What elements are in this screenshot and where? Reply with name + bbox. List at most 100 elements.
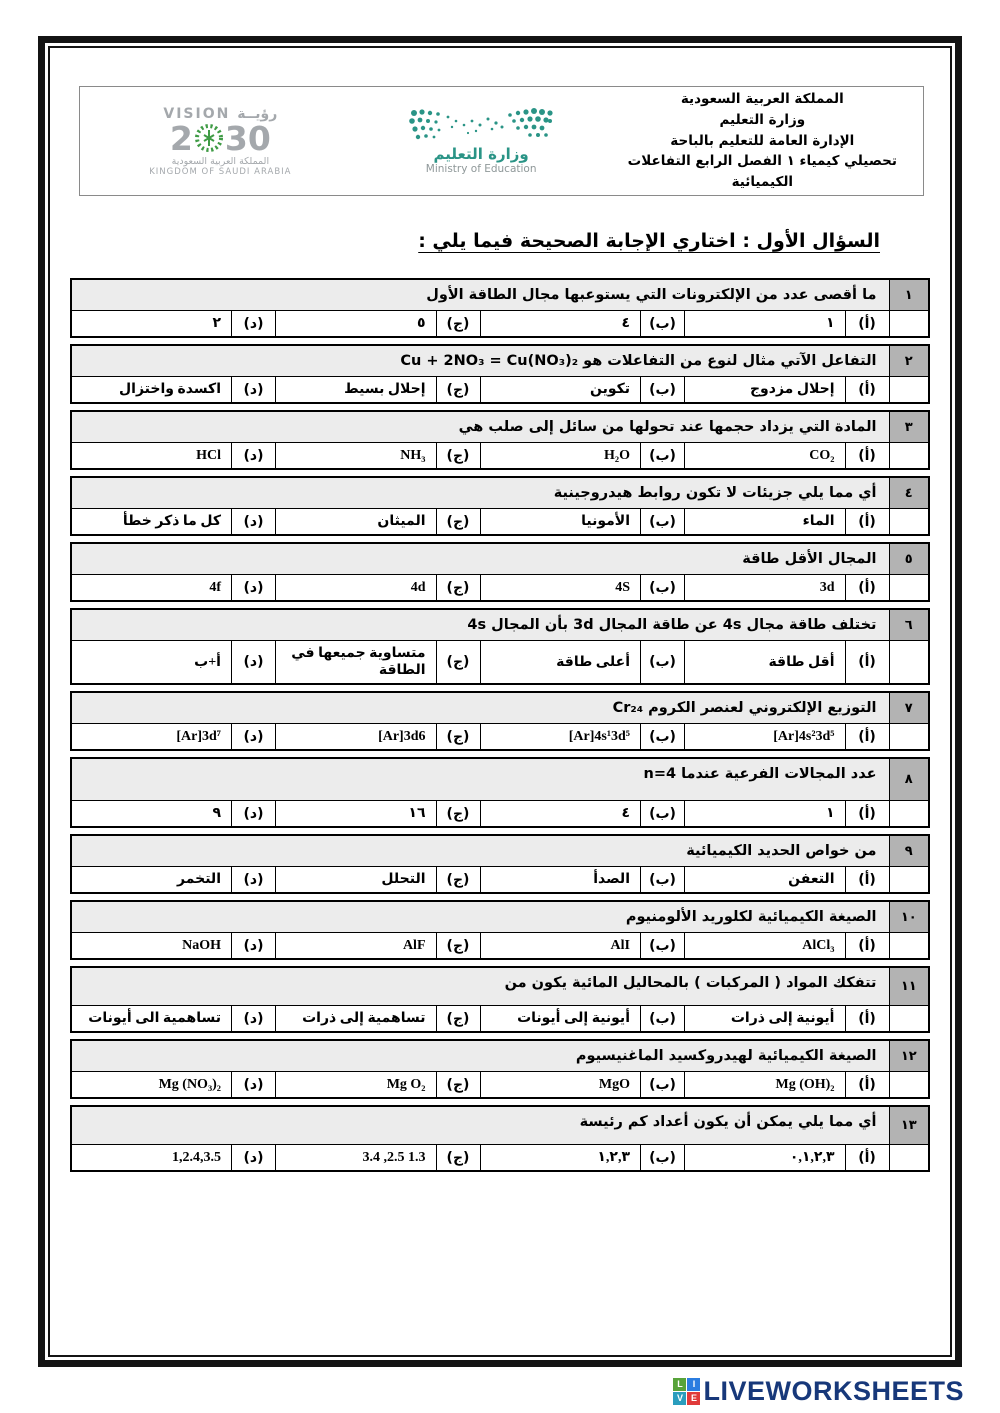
option-value-a[interactable]: إحلال مزدوج xyxy=(684,376,846,404)
option-value-d[interactable]: [Ar]3d⁷ xyxy=(70,723,232,751)
option-value-d[interactable]: ٢ xyxy=(70,310,232,338)
option-value-a[interactable]: CO₂ xyxy=(684,442,846,470)
option-letter-d[interactable]: (د) xyxy=(231,932,276,960)
option-letter-a[interactable]: (أ) xyxy=(844,1071,890,1099)
option-letter-b[interactable]: (ب) xyxy=(640,800,685,828)
option-value-a[interactable]: [Ar]4s²3d⁵ xyxy=(684,723,846,751)
option-letter-b[interactable]: (ب) xyxy=(640,866,685,894)
option-letter-c[interactable]: (ج) xyxy=(435,442,481,470)
option-letter-c[interactable]: (ج) xyxy=(435,640,481,685)
option-value-d[interactable]: HCl xyxy=(70,442,232,470)
option-value-b[interactable]: أعلى طاقة xyxy=(479,640,641,685)
option-letter-a[interactable]: (أ) xyxy=(844,800,890,828)
option-letter-a[interactable]: (أ) xyxy=(844,310,890,338)
option-value-c[interactable]: Mg O₂ xyxy=(275,1071,437,1099)
option-letter-b[interactable]: (ب) xyxy=(640,932,685,960)
option-value-b[interactable]: 4S xyxy=(479,574,641,602)
option-letter-a[interactable]: (أ) xyxy=(844,1144,890,1172)
option-value-d[interactable]: التخمر xyxy=(70,866,232,894)
option-value-a[interactable]: أقل طاقة xyxy=(684,640,846,685)
option-letter-d[interactable]: (د) xyxy=(231,866,276,894)
option-value-b[interactable]: تكوين xyxy=(479,376,641,404)
option-letter-c[interactable]: (ج) xyxy=(435,866,481,894)
option-letter-a[interactable]: (أ) xyxy=(844,932,890,960)
option-letter-b[interactable]: (ب) xyxy=(640,442,685,470)
option-letter-d[interactable]: (د) xyxy=(231,574,276,602)
option-letter-b[interactable]: (ب) xyxy=(640,1144,685,1172)
option-value-a[interactable]: التعفن xyxy=(684,866,846,894)
option-letter-a[interactable]: (أ) xyxy=(844,376,890,404)
option-value-d[interactable]: ٩ xyxy=(70,800,232,828)
option-letter-c[interactable]: (ج) xyxy=(435,932,481,960)
option-letter-d[interactable]: (د) xyxy=(231,640,276,685)
option-value-d[interactable]: تساهمية الى أيونات xyxy=(70,1005,232,1033)
option-letter-c[interactable]: (ج) xyxy=(435,310,481,338)
option-value-a[interactable]: أيونية إلى ذرات xyxy=(684,1005,846,1033)
option-letter-d[interactable]: (د) xyxy=(231,376,276,404)
option-letter-c[interactable]: (ج) xyxy=(435,508,481,536)
option-letter-c[interactable]: (ج) xyxy=(435,376,481,404)
option-value-c[interactable]: ١٦ xyxy=(275,800,437,828)
option-letter-a[interactable]: (أ) xyxy=(844,640,890,685)
option-letter-a[interactable]: (أ) xyxy=(844,442,890,470)
option-letter-d[interactable]: (د) xyxy=(231,723,276,751)
option-value-d[interactable]: 1,2.4,3.5 xyxy=(70,1144,232,1172)
option-value-d[interactable]: اكسدة واختزال xyxy=(70,376,232,404)
option-letter-d[interactable]: (د) xyxy=(231,508,276,536)
option-value-c[interactable]: AlF xyxy=(275,932,437,960)
option-letter-d[interactable]: (د) xyxy=(231,310,276,338)
option-value-b[interactable]: MgO xyxy=(479,1071,641,1099)
option-value-b[interactable]: [Ar]4s¹3d⁵ xyxy=(479,723,641,751)
option-value-d[interactable]: 4f xyxy=(70,574,232,602)
option-value-c[interactable]: إحلال بسيط xyxy=(275,376,437,404)
option-value-b[interactable]: الأمونيا xyxy=(479,508,641,536)
option-value-b[interactable]: أيونية إلى أيونات xyxy=(479,1005,641,1033)
option-value-c[interactable]: 4d xyxy=(275,574,437,602)
option-value-a[interactable]: AlCl₃ xyxy=(684,932,846,960)
option-value-b[interactable]: ٤ xyxy=(479,800,641,828)
option-letter-d[interactable]: (د) xyxy=(231,1144,276,1172)
option-letter-b[interactable]: (ب) xyxy=(640,574,685,602)
option-letter-b[interactable]: (ب) xyxy=(640,310,685,338)
option-letter-d[interactable]: (د) xyxy=(231,442,276,470)
option-value-c[interactable]: متساوية جميعها في الطاقة xyxy=(275,640,437,685)
option-value-d[interactable]: أ+ب xyxy=(70,640,232,685)
option-value-a[interactable]: Mg (OH)₂ xyxy=(684,1071,846,1099)
option-letter-c[interactable]: (ج) xyxy=(435,1144,481,1172)
option-letter-b[interactable]: (ب) xyxy=(640,723,685,751)
option-value-d[interactable]: NaOH xyxy=(70,932,232,960)
option-letter-c[interactable]: (ج) xyxy=(435,1005,481,1033)
option-letter-c[interactable]: (ج) xyxy=(435,723,481,751)
option-value-c[interactable]: [Ar]3d6 xyxy=(275,723,437,751)
option-letter-a[interactable]: (أ) xyxy=(844,723,890,751)
option-letter-d[interactable]: (د) xyxy=(231,1005,276,1033)
option-letter-a[interactable]: (أ) xyxy=(844,508,890,536)
option-letter-c[interactable]: (ج) xyxy=(435,574,481,602)
option-value-d[interactable]: Mg (NO₃)₂ xyxy=(70,1071,232,1099)
option-letter-b[interactable]: (ب) xyxy=(640,508,685,536)
option-letter-b[interactable]: (ب) xyxy=(640,1071,685,1099)
option-value-a[interactable]: الماء xyxy=(684,508,846,536)
option-letter-c[interactable]: (ج) xyxy=(435,800,481,828)
option-value-a[interactable]: ٠,١,٢,٣ xyxy=(684,1144,846,1172)
option-value-c[interactable]: تساهمية إلى ذرات xyxy=(275,1005,437,1033)
option-letter-a[interactable]: (أ) xyxy=(844,574,890,602)
option-value-a[interactable]: ١ xyxy=(684,800,846,828)
option-value-b[interactable]: الصدأ xyxy=(479,866,641,894)
option-value-c[interactable]: 3.4 ,2.5 1.3 xyxy=(275,1144,437,1172)
option-letter-b[interactable]: (ب) xyxy=(640,1005,685,1033)
option-value-a[interactable]: ١ xyxy=(684,310,846,338)
option-value-b[interactable]: H₂O xyxy=(479,442,641,470)
option-value-b[interactable]: ١,٢,٣ xyxy=(479,1144,641,1172)
option-letter-a[interactable]: (أ) xyxy=(844,866,890,894)
option-value-c[interactable]: الميثان xyxy=(275,508,437,536)
option-letter-a[interactable]: (أ) xyxy=(844,1005,890,1033)
option-value-c[interactable]: NH₃ xyxy=(275,442,437,470)
option-letter-d[interactable]: (د) xyxy=(231,1071,276,1099)
option-value-a[interactable]: 3d xyxy=(684,574,846,602)
option-value-b[interactable]: AlI xyxy=(479,932,641,960)
option-value-c[interactable]: ٥ xyxy=(275,310,437,338)
option-letter-b[interactable]: (ب) xyxy=(640,640,685,685)
option-value-d[interactable]: كل ما ذكر خطأ xyxy=(70,508,232,536)
option-letter-b[interactable]: (ب) xyxy=(640,376,685,404)
